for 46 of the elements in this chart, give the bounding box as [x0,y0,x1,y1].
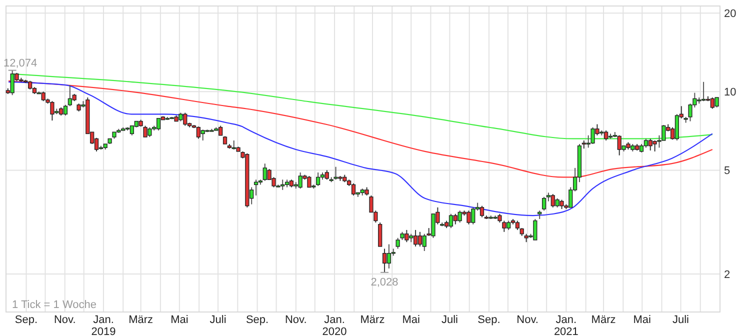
candlestick [422,233,426,252]
candlestick [560,199,564,210]
candlestick [418,231,422,247]
y-tick-label: 2 [724,268,730,281]
candlestick [130,125,134,136]
x-tick-label: März [591,314,616,326]
x-tick-label: Juli [441,314,458,326]
candlestick [413,229,418,247]
line-series [8,81,713,216]
x-tick-label: Jan. 2020 [322,314,347,336]
annotation: 12,074 [4,57,38,70]
x-tick-label: Nov. [516,314,538,326]
candlestick [324,170,329,180]
x-tick-label: Sep. [14,314,38,326]
candlestick [63,104,68,116]
x-tick-label: Nov. [285,314,307,326]
x-tick-label: Mai [633,314,652,326]
y-tick-label: 20 [724,8,736,20]
x-tick-label: Juli [672,314,690,326]
x-tick-label: Sep. [246,314,269,326]
x-tick-label: Mai [402,314,420,326]
x-tick-label: Jan. 2021 [554,314,578,336]
candlestick [714,96,719,108]
x-tick-label: März [360,314,385,326]
candlestick [542,196,546,212]
candlestick [515,220,520,230]
candlestick [448,213,454,229]
candlestick [143,125,148,138]
x-tick-label: Sep. [478,314,500,326]
candlestick [316,172,320,186]
candlestick [431,213,436,238]
y-tick-label: 5 [724,165,730,178]
candlestick [701,81,706,102]
annotation: 2,028 [370,276,398,288]
x-tick-label: Jan. 2019 [91,314,116,336]
x-tick-label: März [128,314,154,326]
x-tick-label: Juli [210,314,226,326]
candlestick [378,222,382,247]
y-tick-label: 10 [724,86,736,99]
x-tick-label: Nov. [54,314,76,326]
annotation: 1 Tick = 1 Woche [12,299,96,311]
candlestick [480,205,484,218]
x-tick-label: Mai [170,314,188,326]
candlestick [674,114,680,141]
candlestick [351,182,356,196]
candlestick [254,179,258,196]
